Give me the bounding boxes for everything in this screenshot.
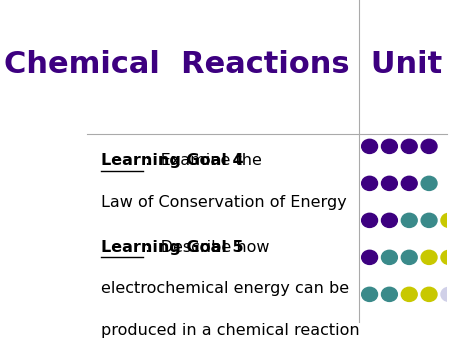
Circle shape <box>401 139 417 153</box>
Circle shape <box>441 213 450 227</box>
Circle shape <box>421 287 437 301</box>
Circle shape <box>401 324 417 338</box>
Circle shape <box>421 213 437 227</box>
Text: electrochemical energy can be: electrochemical energy can be <box>101 282 349 296</box>
Circle shape <box>382 250 397 264</box>
Circle shape <box>382 139 397 153</box>
Text: Law of Conservation of Energy: Law of Conservation of Energy <box>101 195 347 210</box>
Circle shape <box>441 324 450 338</box>
Circle shape <box>401 176 417 190</box>
Text: Learning Goal 4: Learning Goal 4 <box>101 153 243 168</box>
Circle shape <box>362 139 378 153</box>
Circle shape <box>401 213 417 227</box>
Circle shape <box>382 213 397 227</box>
Circle shape <box>362 176 378 190</box>
Circle shape <box>421 139 437 153</box>
Circle shape <box>362 213 378 227</box>
Text: :  Describe how: : Describe how <box>145 240 270 255</box>
Circle shape <box>362 324 378 338</box>
Circle shape <box>421 324 437 338</box>
Text: :  Examine the: : Examine the <box>145 153 262 168</box>
Circle shape <box>421 176 437 190</box>
Circle shape <box>401 287 417 301</box>
Circle shape <box>401 250 417 264</box>
Circle shape <box>382 287 397 301</box>
Circle shape <box>441 250 450 264</box>
Circle shape <box>382 324 397 338</box>
Text: Chemical  Reactions  Unit: Chemical Reactions Unit <box>4 50 443 79</box>
Circle shape <box>421 250 437 264</box>
Text: produced in a chemical reaction: produced in a chemical reaction <box>101 323 360 338</box>
Text: Learning Goal 5: Learning Goal 5 <box>101 240 243 255</box>
Circle shape <box>362 287 378 301</box>
Circle shape <box>362 250 378 264</box>
Circle shape <box>441 287 450 301</box>
Circle shape <box>382 176 397 190</box>
